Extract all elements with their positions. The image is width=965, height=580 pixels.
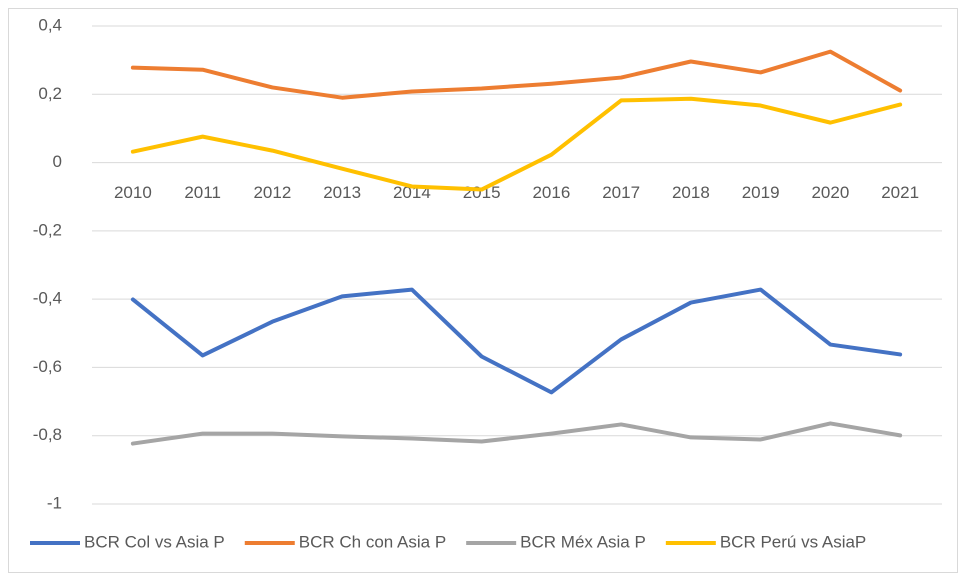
x-tick-label: 2011 — [184, 183, 221, 202]
y-tick-label: 0,4 — [38, 15, 62, 34]
x-tick-label: 2021 — [881, 183, 919, 202]
y-tick-label: 0,2 — [38, 84, 62, 103]
legend-label: BCR Ch con Asia P — [299, 532, 446, 551]
y-tick-label: -0,8 — [33, 425, 62, 444]
legend-label: BCR Perú vs AsiaP — [720, 532, 866, 551]
y-tick-label: -1 — [47, 493, 62, 512]
line-series — [130, 421, 903, 446]
x-tick-label: 2015 — [463, 183, 501, 202]
y-tick-label: -0,4 — [33, 289, 62, 308]
x-tick-label: 2012 — [253, 183, 291, 202]
line-series — [130, 96, 903, 192]
x-tick-label: 2016 — [532, 183, 570, 202]
y-tick-label: -0,2 — [33, 220, 62, 239]
x-tick-label: 2013 — [323, 183, 361, 202]
y-tick-label: 0 — [53, 152, 62, 171]
line-series — [130, 49, 903, 100]
x-tick-label: 2019 — [742, 183, 780, 202]
x-tick-label: 2010 — [114, 183, 152, 202]
x-tick-label: 2018 — [672, 183, 710, 202]
chart-border — [8, 8, 958, 573]
legend-label: BCR Méx Asia P — [520, 532, 646, 551]
x-tick-label: 2017 — [602, 183, 640, 202]
y-tick-label: -0,6 — [33, 357, 62, 376]
x-tick-label: 2020 — [811, 183, 849, 202]
legend-label: BCR Col vs Asia P — [84, 532, 225, 551]
line-series — [130, 287, 903, 395]
